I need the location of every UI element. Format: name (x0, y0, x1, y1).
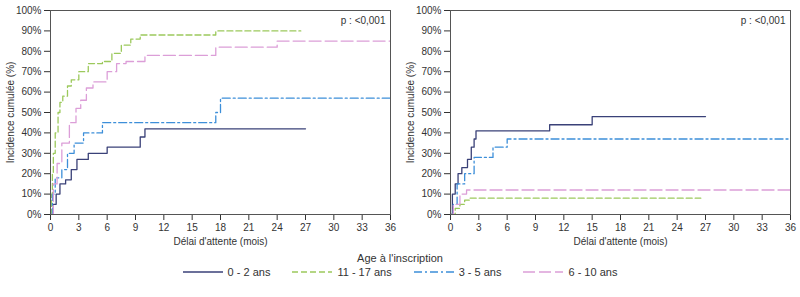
svg-text:30: 30 (728, 222, 740, 233)
svg-text:15: 15 (187, 222, 199, 233)
svg-text:33: 33 (757, 222, 769, 233)
svg-text:90%: 90% (21, 25, 41, 36)
svg-text:18: 18 (215, 222, 227, 233)
svg-text:18: 18 (615, 222, 627, 233)
svg-text:36: 36 (785, 222, 797, 233)
svg-text:100%: 100% (16, 5, 42, 16)
svg-text:3: 3 (476, 222, 482, 233)
svg-text:80%: 80% (21, 46, 41, 57)
html-text:Age à l'inscription: Age à l'inscription (357, 252, 443, 264)
svg-text:3: 3 (76, 222, 82, 233)
svg-text:30: 30 (328, 222, 340, 233)
svg-text:50%: 50% (421, 107, 441, 118)
svg-text:12: 12 (158, 222, 170, 233)
svg-text:24: 24 (672, 222, 684, 233)
html-text:3 - 5 ans: 3 - 5 ans (458, 266, 502, 278)
svg-text:p : <0,001: p : <0,001 (741, 15, 786, 26)
svg-text:0: 0 (48, 222, 54, 233)
svg-text:15: 15 (587, 222, 599, 233)
svg-text:Incidence cumulée (%): Incidence cumulée (%) (5, 62, 16, 164)
svg-text:30%: 30% (421, 148, 441, 159)
svg-text:100%: 100% (416, 5, 442, 16)
svg-text:27: 27 (300, 222, 312, 233)
svg-text:6: 6 (104, 222, 110, 233)
svg-text:20%: 20% (421, 168, 441, 179)
html-text:0 - 2 ans: 0 - 2 ans (227, 266, 271, 278)
svg-text:50%: 50% (21, 107, 41, 118)
svg-text:60%: 60% (21, 86, 41, 97)
html-text:6 - 10 ans: 6 - 10 ans (568, 266, 618, 278)
svg-text:9: 9 (133, 222, 139, 233)
svg-text:21: 21 (243, 222, 255, 233)
svg-text:36: 36 (385, 222, 397, 233)
svg-text:10%: 10% (421, 188, 441, 199)
svg-text:Délai d'attente (mois): Délai d'attente (mois) (173, 236, 267, 247)
svg-text:0: 0 (448, 222, 454, 233)
html-text:11 - 17 ans: 11 - 17 ans (337, 266, 392, 278)
svg-text:60%: 60% (421, 86, 441, 97)
svg-text:33: 33 (357, 222, 369, 233)
svg-text:21: 21 (643, 222, 655, 233)
svg-text:40%: 40% (21, 127, 41, 138)
svg-text:0%: 0% (27, 209, 42, 220)
svg-text:0%: 0% (427, 209, 442, 220)
svg-text:30%: 30% (21, 148, 41, 159)
svg-text:70%: 70% (421, 66, 441, 77)
svg-text:40%: 40% (421, 127, 441, 138)
svg-text:70%: 70% (21, 66, 41, 77)
svg-text:12: 12 (558, 222, 570, 233)
svg-text:p : <0,001: p : <0,001 (341, 15, 386, 26)
svg-text:27: 27 (700, 222, 712, 233)
svg-text:20%: 20% (21, 168, 41, 179)
svg-text:Délai d'attente (mois): Délai d'attente (mois) (573, 236, 667, 247)
svg-text:90%: 90% (421, 25, 441, 36)
svg-text:24: 24 (272, 222, 284, 233)
svg-text:80%: 80% (421, 46, 441, 57)
svg-text:Incidence cumulée (%): Incidence cumulée (%) (405, 62, 416, 164)
svg-text:6: 6 (504, 222, 510, 233)
svg-text:9: 9 (533, 222, 539, 233)
svg-text:10%: 10% (21, 188, 41, 199)
